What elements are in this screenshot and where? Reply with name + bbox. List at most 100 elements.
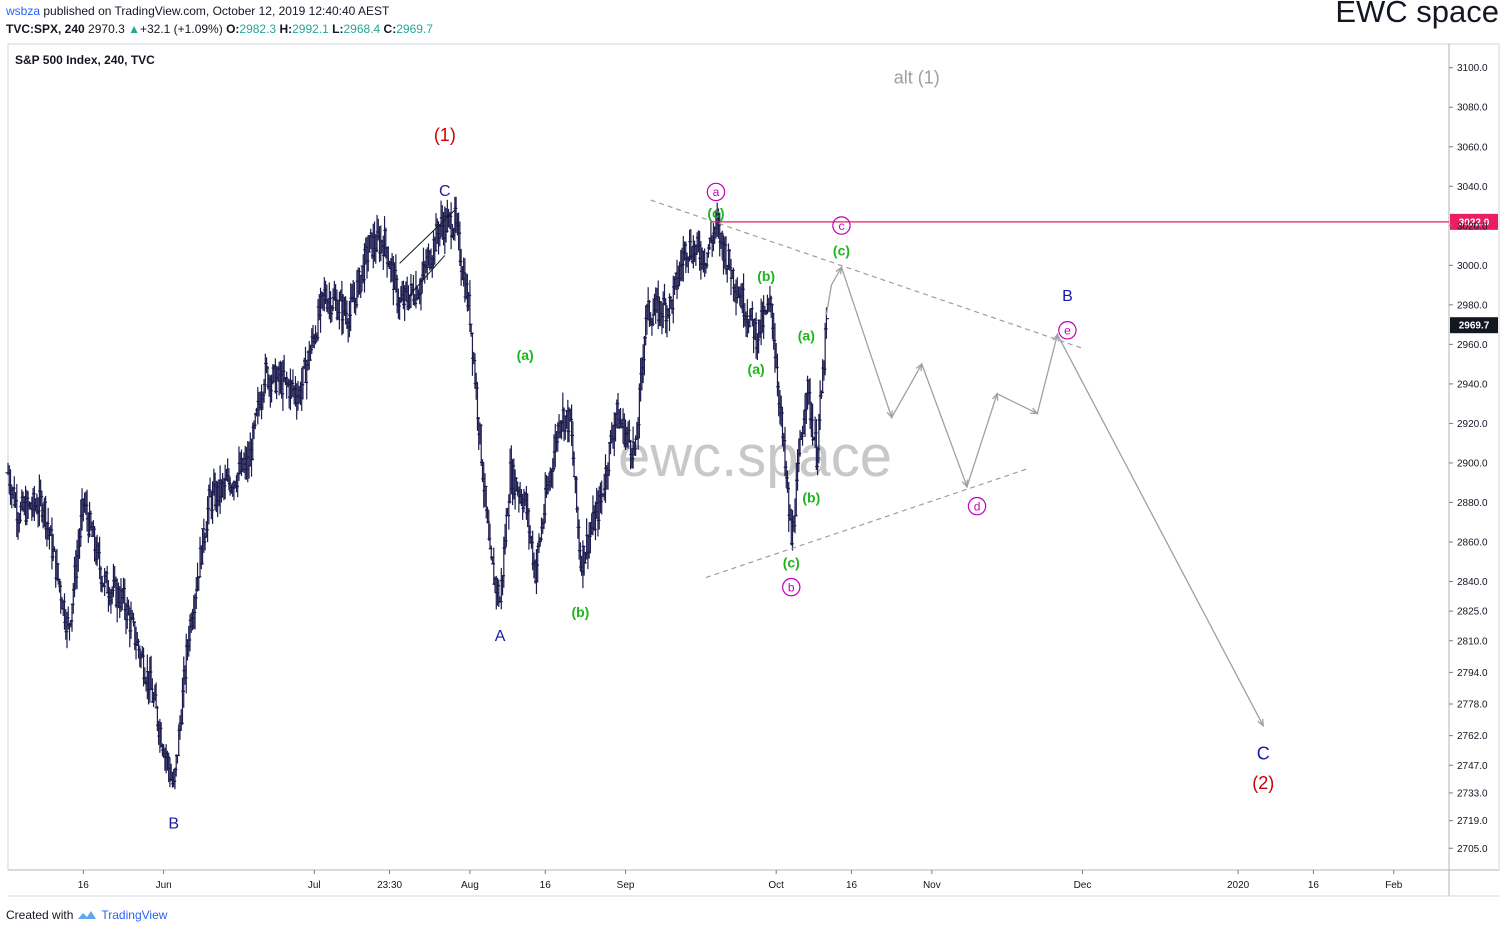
wave-label: A — [495, 628, 506, 645]
created-with-text: Created with — [6, 908, 74, 922]
wave-label-text: A — [495, 628, 506, 645]
y-tick-label: 2733.0 — [1457, 788, 1488, 799]
y-tick-label: 2762.0 — [1457, 731, 1488, 742]
wave-label-text: d — [974, 499, 981, 513]
x-tick-label: Jul — [308, 880, 321, 891]
x-tick-label: 23:30 — [377, 880, 402, 891]
y-tick-label: 2810.0 — [1457, 636, 1488, 647]
wave-label-text: e — [1064, 323, 1071, 337]
x-tick-label: Feb — [1385, 880, 1403, 891]
x-tick-label: Sep — [617, 880, 635, 891]
y-tick-label: 2940.0 — [1457, 379, 1488, 390]
wave-label: e — [1058, 321, 1077, 340]
wave-label: (c) — [783, 555, 800, 571]
wave-label-text: alt (1) — [894, 68, 940, 88]
projection-arrowhead — [915, 362, 923, 372]
wave-label-text: (c) — [707, 205, 724, 221]
x-tick-label: 16 — [1308, 880, 1320, 891]
wave-label-text: B — [168, 816, 179, 833]
wave-label: d — [967, 496, 987, 516]
drawings: 3022.0 2969.7 — [399, 199, 1498, 728]
wave-label: B — [168, 816, 179, 833]
watermark: ewc.space — [618, 424, 892, 489]
publish-info: wsbza published on TradingView.com, Octo… — [6, 4, 389, 18]
y-tick-label: 2900.0 — [1457, 458, 1488, 469]
wave-label-text: (b) — [802, 489, 820, 505]
channel-bottom-line — [705, 468, 1028, 579]
close-label: C: — [383, 22, 397, 36]
wave-label-circle — [706, 182, 726, 202]
wave-label: (c) — [833, 242, 850, 258]
wave-label: (c) — [707, 205, 724, 221]
projection-arrowhead — [1030, 407, 1039, 415]
open-label: O: — [226, 22, 240, 36]
publish-text: published on TradingView.com, October 12… — [43, 4, 390, 18]
wave-label: C — [1257, 743, 1270, 763]
wave-label: (b) — [757, 268, 775, 284]
tradingview-logo-icon — [78, 911, 97, 919]
y-tick-label: 2719.0 — [1457, 816, 1488, 827]
x-tick-label: Nov — [923, 880, 941, 891]
y-tick-label: 3100.0 — [1457, 63, 1488, 74]
high-value: 2992.1 — [292, 22, 329, 36]
channel-top-line — [650, 199, 1083, 349]
x-tick-label: Dec — [1074, 880, 1092, 891]
wave-label-text: b — [788, 580, 795, 594]
wave-label-text: (a) — [748, 361, 765, 377]
wedge-line — [399, 209, 456, 264]
wave-label: C — [439, 183, 451, 200]
symbol-label: TVC:SPX, 240 — [6, 22, 85, 36]
price-axis[interactable]: 3100.0 3080.0 3060.0 3040.0 3020.0 3000.0 2980… — [1449, 63, 1488, 855]
footer: Created with TradingView — [6, 908, 167, 922]
projection-arrowhead — [1052, 332, 1060, 342]
chart-title: S&P 500 Index, 240, TVC — [15, 53, 155, 67]
x-tick-label: 16 — [78, 880, 90, 891]
wave-label-text: C — [439, 183, 451, 200]
wave-label: c — [832, 216, 851, 235]
wave-label: (b) — [802, 489, 820, 505]
wave-label-circle — [832, 216, 851, 235]
wave-label: (b) — [571, 604, 589, 620]
wave-label-text: (c) — [833, 242, 850, 258]
wave-label: (a) — [748, 361, 765, 377]
y-tick-label: 2747.0 — [1457, 761, 1488, 772]
x-tick-label: 16 — [846, 880, 858, 891]
projection-path — [825, 265, 1264, 727]
y-tick-label: 2960.0 — [1457, 340, 1488, 351]
wave-label: alt (1) — [894, 68, 940, 88]
time-axis[interactable]: 16 Jun Jul 23:30 Aug 16 Sep Oct 16 Nov Dec 2020 16 Fe… — [78, 870, 1403, 891]
wave-label-circle — [967, 496, 987, 516]
low-value: 2968.4 — [343, 22, 381, 36]
y-tick-label: 3060.0 — [1457, 142, 1488, 153]
ohlc-bars — [5, 196, 829, 790]
change-value: +32.1 (+1.09%) — [139, 22, 223, 36]
y-tick-label: 3040.0 — [1457, 182, 1488, 193]
wave-label-text: (a) — [517, 347, 534, 363]
y-tick-label: 2860.0 — [1457, 537, 1488, 548]
wave-label-text: (a) — [798, 327, 815, 343]
wave-label-text: c — [838, 219, 844, 233]
wave-label: (2) — [1252, 773, 1274, 793]
x-tick-label: 2020 — [1227, 880, 1250, 891]
y-tick-label: 3080.0 — [1457, 103, 1488, 114]
close-value: 2969.7 — [396, 22, 433, 36]
y-tick-label: 2778.0 — [1457, 700, 1488, 711]
wave-label-text: (2) — [1252, 773, 1274, 793]
wave-label: B — [1062, 288, 1073, 305]
wave-label-text: (b) — [757, 268, 775, 284]
y-tick-label: 2705.0 — [1457, 844, 1488, 855]
projection-arrowhead — [961, 479, 968, 489]
x-tick-label: Jun — [156, 880, 172, 891]
tradingview-link[interactable]: TradingView — [101, 908, 168, 922]
y-tick-label: 2980.0 — [1457, 300, 1488, 311]
author-link[interactable]: wsbza — [6, 4, 41, 18]
y-tick-label: 2920.0 — [1457, 419, 1488, 430]
price-tag-label: 2969.7 — [1459, 321, 1490, 332]
x-tick-label: 16 — [540, 880, 552, 891]
wave-label: b — [782, 577, 801, 597]
last-price: 2970.3 — [88, 22, 125, 36]
y-tick-label: 2825.0 — [1457, 607, 1488, 618]
high-label: H: — [279, 22, 293, 36]
price-tag-label: 3022.0 — [1459, 217, 1490, 228]
